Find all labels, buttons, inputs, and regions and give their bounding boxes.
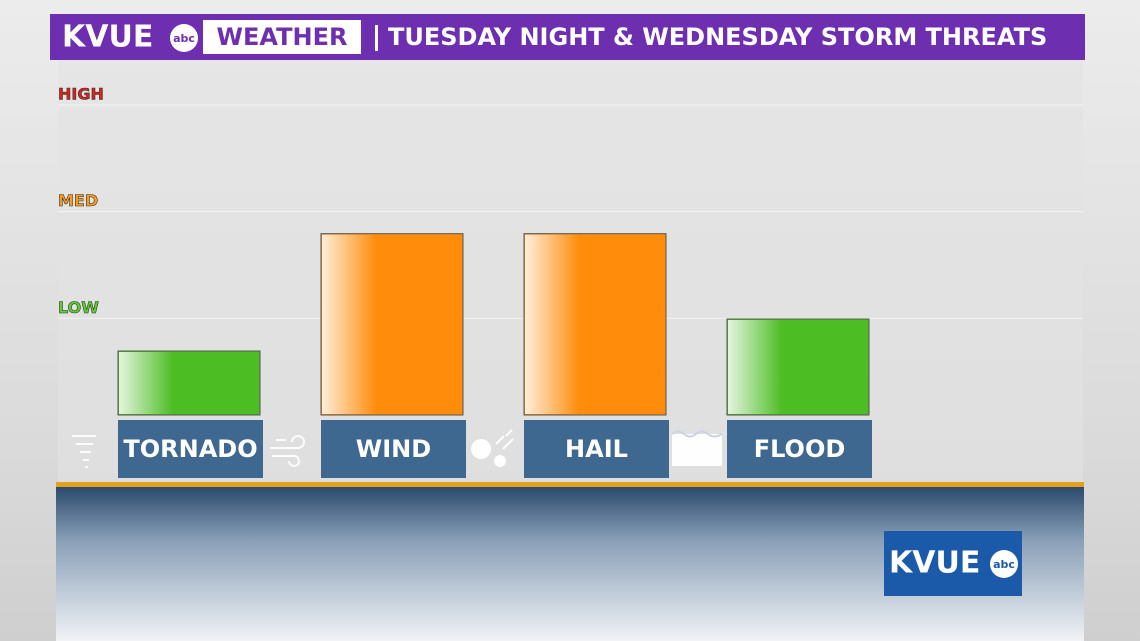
y-tick-label: MED	[58, 191, 98, 210]
logo-network: abc	[993, 558, 1015, 571]
chart-title: TUESDAY NIGHT & WEDNESDAY STORM THREATS	[388, 23, 1047, 51]
wind-icon	[270, 435, 305, 467]
logo-network-badge	[990, 550, 1018, 578]
bar-highlight	[119, 352, 219, 414]
section-badge	[203, 20, 361, 54]
section: WEATHER	[217, 23, 348, 51]
category-box	[321, 420, 466, 478]
separator	[375, 25, 378, 51]
tornado-icon	[72, 435, 96, 468]
network: abc	[173, 32, 195, 45]
y-tick-label: LOW	[58, 298, 99, 317]
bar-highlight	[728, 320, 828, 414]
hail-icon	[471, 429, 514, 467]
x-tick-label: TORNADO	[123, 435, 257, 463]
bar-highlight	[322, 234, 422, 414]
baseline	[56, 482, 1084, 487]
bar-highlight	[525, 234, 625, 414]
x-tick-label: FLOOD	[754, 435, 846, 463]
category-box	[727, 420, 872, 478]
x-tick-label: HAIL	[565, 435, 628, 463]
brand: KVUE	[62, 20, 153, 55]
flood-icon	[671, 430, 723, 466]
logo-brand: KVUE	[889, 546, 980, 581]
category-box	[118, 420, 263, 478]
x-tick-label: WIND	[356, 435, 431, 463]
category-box	[524, 420, 669, 478]
network-badge	[170, 24, 198, 52]
y-tick-label: HIGH	[58, 85, 104, 104]
